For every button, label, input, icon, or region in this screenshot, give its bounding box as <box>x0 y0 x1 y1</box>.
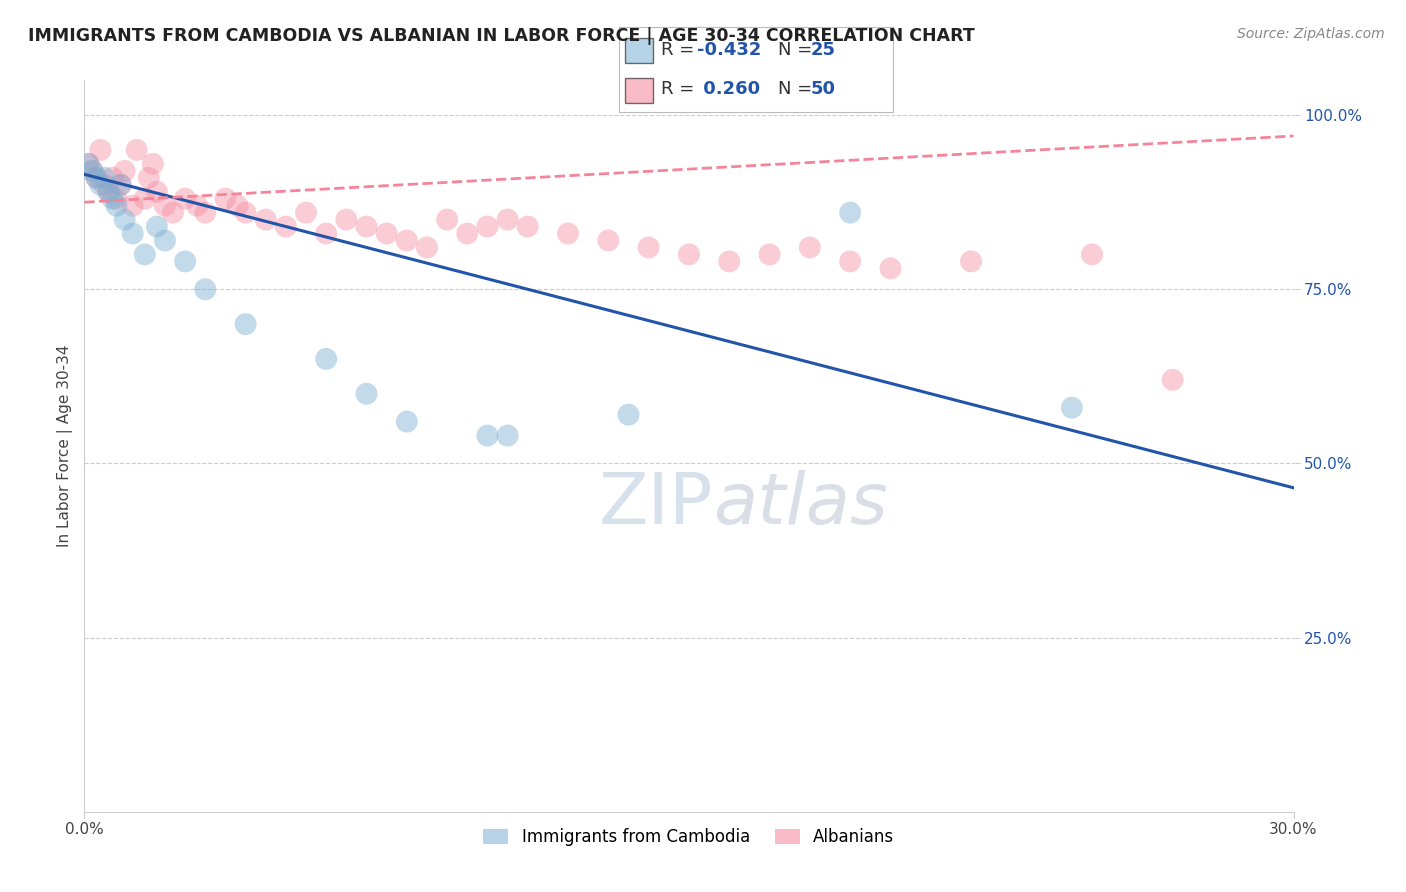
Point <box>416 240 439 254</box>
Point <box>101 170 124 185</box>
Text: 25: 25 <box>810 42 835 60</box>
Point <box>86 170 108 185</box>
Point <box>82 164 104 178</box>
Point <box>174 254 197 268</box>
Point <box>105 199 128 213</box>
Text: N =: N = <box>778 42 818 60</box>
Point <box>1161 373 1184 387</box>
Point <box>598 234 620 248</box>
Point <box>146 185 169 199</box>
Point <box>77 157 100 171</box>
Point <box>436 212 458 227</box>
Point <box>1060 401 1083 415</box>
Point <box>105 192 128 206</box>
Point <box>97 185 120 199</box>
Point <box>226 199 249 213</box>
Point <box>315 227 337 241</box>
FancyBboxPatch shape <box>626 78 652 103</box>
Point <box>395 234 418 248</box>
Point <box>125 143 148 157</box>
Point <box>174 192 197 206</box>
Point <box>86 170 108 185</box>
Text: atlas: atlas <box>713 470 887 539</box>
Point <box>138 170 160 185</box>
Point <box>121 199 143 213</box>
Text: 50: 50 <box>810 80 835 98</box>
Point <box>93 170 115 185</box>
Point <box>235 317 257 331</box>
Point <box>356 386 378 401</box>
Point <box>456 227 478 241</box>
Point <box>186 199 208 213</box>
Point <box>516 219 538 234</box>
Point <box>134 192 156 206</box>
Point <box>254 212 277 227</box>
Point <box>395 415 418 429</box>
Point <box>153 199 176 213</box>
Point <box>82 164 104 178</box>
Point <box>557 227 579 241</box>
Point <box>235 205 257 219</box>
Point <box>214 192 236 206</box>
Point <box>617 408 640 422</box>
Point <box>477 219 499 234</box>
Point <box>879 261 901 276</box>
Point <box>477 428 499 442</box>
Point <box>194 205 217 219</box>
Point <box>162 205 184 219</box>
Text: Source: ZipAtlas.com: Source: ZipAtlas.com <box>1237 27 1385 41</box>
Point <box>77 157 100 171</box>
Point <box>89 143 111 157</box>
Point <box>799 240 821 254</box>
Point <box>89 178 111 192</box>
Text: R =: R = <box>661 80 700 98</box>
Legend: Immigrants from Cambodia, Albanians: Immigrants from Cambodia, Albanians <box>475 820 903 855</box>
Point <box>960 254 983 268</box>
Point <box>839 205 862 219</box>
Point <box>496 212 519 227</box>
Point <box>114 212 136 227</box>
Point <box>110 178 132 192</box>
Point <box>101 192 124 206</box>
Text: N =: N = <box>778 80 818 98</box>
Point <box>315 351 337 366</box>
Point <box>637 240 659 254</box>
Point <box>718 254 741 268</box>
Point <box>295 205 318 219</box>
Point <box>678 247 700 261</box>
Text: R =: R = <box>661 42 700 60</box>
Point <box>1081 247 1104 261</box>
Point <box>839 254 862 268</box>
Point <box>194 282 217 296</box>
Point <box>146 219 169 234</box>
Point <box>142 157 165 171</box>
Point <box>335 212 357 227</box>
Point <box>114 164 136 178</box>
Point <box>134 247 156 261</box>
Point <box>110 178 132 192</box>
Point <box>121 227 143 241</box>
Text: -0.432: -0.432 <box>697 42 761 60</box>
Point <box>93 178 115 192</box>
Point <box>356 219 378 234</box>
Text: ZIP: ZIP <box>599 470 713 539</box>
Point <box>496 428 519 442</box>
Point <box>97 185 120 199</box>
Point <box>274 219 297 234</box>
FancyBboxPatch shape <box>626 37 652 63</box>
Point <box>758 247 780 261</box>
Point <box>153 234 176 248</box>
Text: 0.260: 0.260 <box>697 80 759 98</box>
Point <box>375 227 398 241</box>
Y-axis label: In Labor Force | Age 30-34: In Labor Force | Age 30-34 <box>58 344 73 548</box>
Text: IMMIGRANTS FROM CAMBODIA VS ALBANIAN IN LABOR FORCE | AGE 30-34 CORRELATION CHAR: IMMIGRANTS FROM CAMBODIA VS ALBANIAN IN … <box>28 27 974 45</box>
